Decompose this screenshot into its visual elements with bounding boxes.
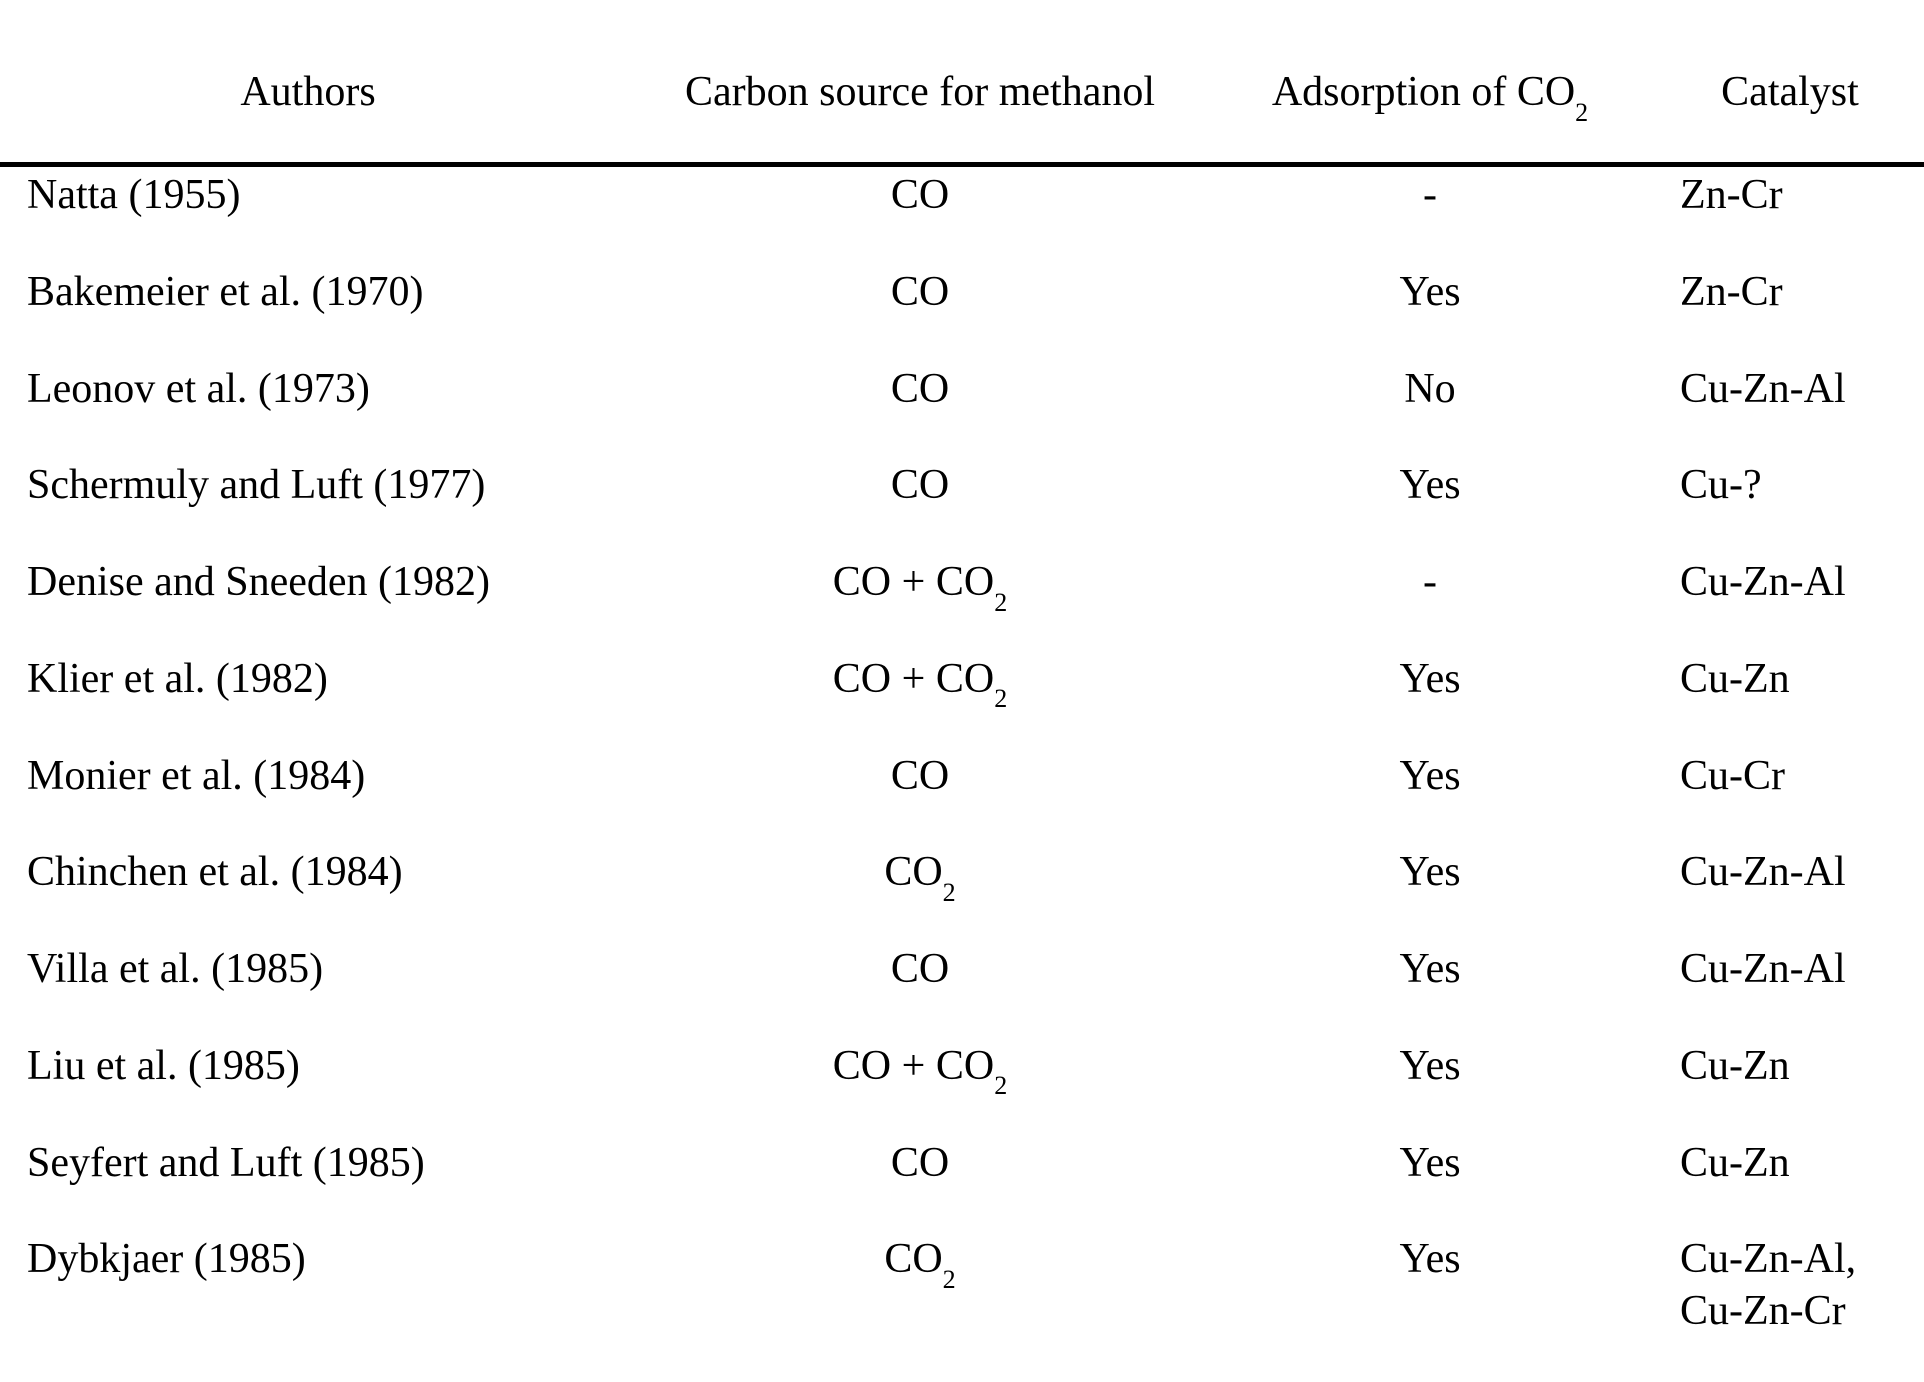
adsorption-cell: Yes [1399,1236,1461,1283]
catalyst-line: Zn-Cr [1680,268,1783,315]
author-cell: Villa et al. (1985) [27,946,324,992]
carbon-source-cell: CO [890,172,950,218]
catalyst-line: Cu-Zn-Al [1680,559,1846,605]
author-cell: Schermuly and Luft (1977) [27,462,486,509]
subscript-2: 2 [942,1264,956,1294]
catalyst-cell: Cu-Zn-Al, Cu-Zn-Cr [1680,1233,1924,1337]
catalyst-line: Zn-Cr [1680,172,1783,218]
carbon-source-cell: CO [890,365,950,412]
author-cell: Klier et al. (1982) [27,655,328,702]
column-header-authors: Authors [240,69,376,115]
column-header-catalyst: Catalyst [1721,69,1859,115]
author-cell: Dybkjaer (1985) [27,1236,306,1283]
column-header-adsorption-co2: Adsorption of CO2 [1271,69,1589,127]
carbon-source-cell: CO2 [884,849,956,907]
column-header-carbon-source: Carbon source for methanol [684,69,1156,115]
catalyst-line: Cu-Zn [1680,1042,1790,1089]
carbon-source-cell: CO + CO2 [832,1042,1008,1101]
catalyst-cell: Cu-Zn-Al [1680,363,1924,415]
subscript-2: 2 [994,1071,1008,1101]
catalyst-cell: Cu-Zn-Al [1680,943,1924,995]
subscript-2: 2 [942,877,956,907]
catalyst-cell: Cu-? [1680,459,1924,511]
catalyst-line: Cu-Zn-Al [1680,946,1846,992]
author-cell: Seyfert and Luft (1985) [27,1139,425,1186]
catalyst-line: Cu-Zn-Al [1680,365,1846,412]
catalyst-line: Cu-Zn [1680,655,1790,702]
author-cell: Denise and Sneeden (1982) [27,559,491,605]
author-cell: Liu et al. (1985) [27,1042,300,1089]
adsorption-cell: - [1423,559,1437,605]
catalyst-line: Cu-Zn [1680,1139,1790,1186]
catalyst-cell: Zn-Cr [1680,266,1924,318]
carbon-source-cell: CO [890,752,950,799]
catalyst-cell: Cu-Zn [1680,1040,1924,1092]
adsorption-cell: Yes [1399,655,1461,702]
author-cell: Bakemeier et al. (1970) [27,268,424,315]
catalyst-line: Cu-Zn-Cr [1680,1288,1846,1335]
catalyst-cell: Cu-Zn-Al [1680,846,1924,898]
catalyst-cell: Cu-Cr [1680,750,1924,802]
catalyst-cell: Cu-Zn-Al [1680,556,1924,608]
subscript-2: 2 [1575,97,1589,127]
carbon-source-cell: CO + CO2 [832,655,1008,714]
carbon-source-cell: CO + CO2 [832,559,1008,617]
subscript-2: 2 [994,684,1008,714]
adsorption-cell: Yes [1399,462,1461,509]
adsorption-cell: Yes [1399,268,1461,315]
carbon-source-cell: CO [890,462,950,509]
header-rule [0,162,1924,167]
adsorption-cell: Yes [1399,1139,1461,1186]
adsorption-cell: - [1423,172,1437,218]
adsorption-cell: No [1404,365,1456,412]
catalyst-cell: Zn-Cr [1680,169,1924,221]
author-cell: Chinchen et al. (1984) [27,849,403,896]
carbon-source-cell: CO [890,946,950,992]
author-cell: Leonov et al. (1973) [27,365,370,412]
author-cell: Natta (1955) [27,172,241,218]
adsorption-cell: Yes [1399,849,1461,896]
catalyst-cell: Cu-Zn [1680,1137,1924,1189]
carbon-source-cell: CO [890,1139,950,1186]
subscript-2: 2 [994,587,1008,617]
adsorption-cell: Yes [1399,752,1461,799]
catalyst-line: Cu-Zn-Al [1680,849,1846,896]
catalyst-line: Cu-Zn-Al, [1680,1236,1857,1283]
carbon-source-cell: CO2 [884,1236,956,1294]
catalyst-line: Cu-Cr [1680,752,1785,799]
author-cell: Monier et al. (1984) [27,752,366,799]
carbon-source-cell: CO [890,268,950,315]
adsorption-cell: Yes [1399,1042,1461,1089]
adsorption-cell: Yes [1399,946,1461,992]
catalyst-cell: Cu-Zn [1680,653,1924,705]
catalyst-line: Cu-? [1680,462,1762,509]
